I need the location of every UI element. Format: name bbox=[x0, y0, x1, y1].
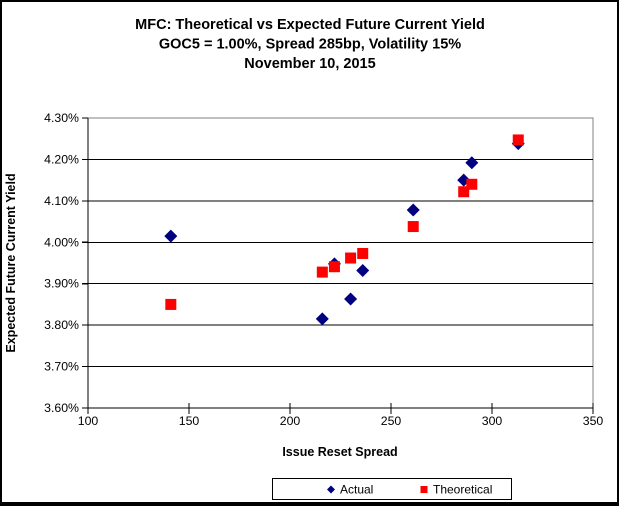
x-tick-label: 150 bbox=[179, 414, 200, 428]
data-point-theoretical bbox=[512, 134, 524, 146]
data-point-theoretical bbox=[357, 247, 369, 259]
data-point-actual bbox=[465, 156, 479, 170]
y-tick-label: 4.00% bbox=[44, 235, 79, 249]
chart-title-line2: GOC5 = 1.00%, Spread 285bp, Volatility 1… bbox=[159, 37, 461, 53]
legend-box bbox=[272, 478, 512, 500]
data-point-theoretical bbox=[328, 261, 340, 273]
data-point-theoretical bbox=[407, 221, 419, 233]
legend-label-theoretical: Theoretical bbox=[433, 483, 492, 497]
y-tick-label: 3.70% bbox=[44, 360, 79, 374]
x-tick-label: 250 bbox=[381, 414, 402, 428]
data-point-actual bbox=[406, 203, 420, 217]
legend-label-actual: Actual bbox=[340, 483, 373, 497]
data-point-theoretical bbox=[458, 186, 470, 198]
x-tick-label: 200 bbox=[280, 414, 301, 428]
data-point-actual bbox=[344, 292, 358, 306]
plot-border bbox=[87, 117, 594, 409]
y-tick-label: 3.80% bbox=[44, 318, 79, 332]
x-tick-label: 350 bbox=[583, 414, 604, 428]
chart-title-line1: MFC: Theoretical vs Expected Future Curr… bbox=[135, 17, 485, 33]
x-axis-title: Issue Reset Spread bbox=[282, 445, 397, 459]
legend-marker-actual bbox=[327, 485, 335, 494]
y-tick-label: 3.90% bbox=[44, 277, 79, 291]
data-point-theoretical bbox=[345, 252, 357, 264]
data-point-actual bbox=[164, 229, 178, 243]
plot-area: 3.60% 3.70% 3.80% 3.90% 4.00% 4.10% 4.20% 4.30%… bbox=[44, 111, 603, 428]
data-point-theoretical bbox=[316, 266, 328, 278]
data-point-actual bbox=[315, 312, 329, 326]
legend-marker-theoretical bbox=[420, 486, 428, 493]
y-tick-label: 4.20% bbox=[44, 152, 79, 166]
legend-items: Actual Theoretical bbox=[327, 483, 492, 497]
chart-frame-bottom-edge bbox=[0, 502, 619, 506]
chart-title-line3: November 10, 2015 bbox=[244, 56, 375, 72]
data-point-theoretical bbox=[165, 298, 177, 310]
y-tick-label: 4.10% bbox=[44, 194, 79, 208]
x-tick-label: 100 bbox=[78, 414, 99, 428]
legend: Actual Theoretical bbox=[272, 478, 512, 500]
y-axis-title: Expected Future Current Yield bbox=[4, 173, 18, 352]
y-tick-label: 3.60% bbox=[44, 401, 79, 415]
data-point-actual bbox=[356, 263, 370, 277]
y-tick-label: 4.30% bbox=[44, 111, 79, 125]
data-points-layer bbox=[164, 134, 525, 326]
x-tick-label: 300 bbox=[482, 414, 503, 428]
data-point-theoretical bbox=[466, 178, 478, 190]
